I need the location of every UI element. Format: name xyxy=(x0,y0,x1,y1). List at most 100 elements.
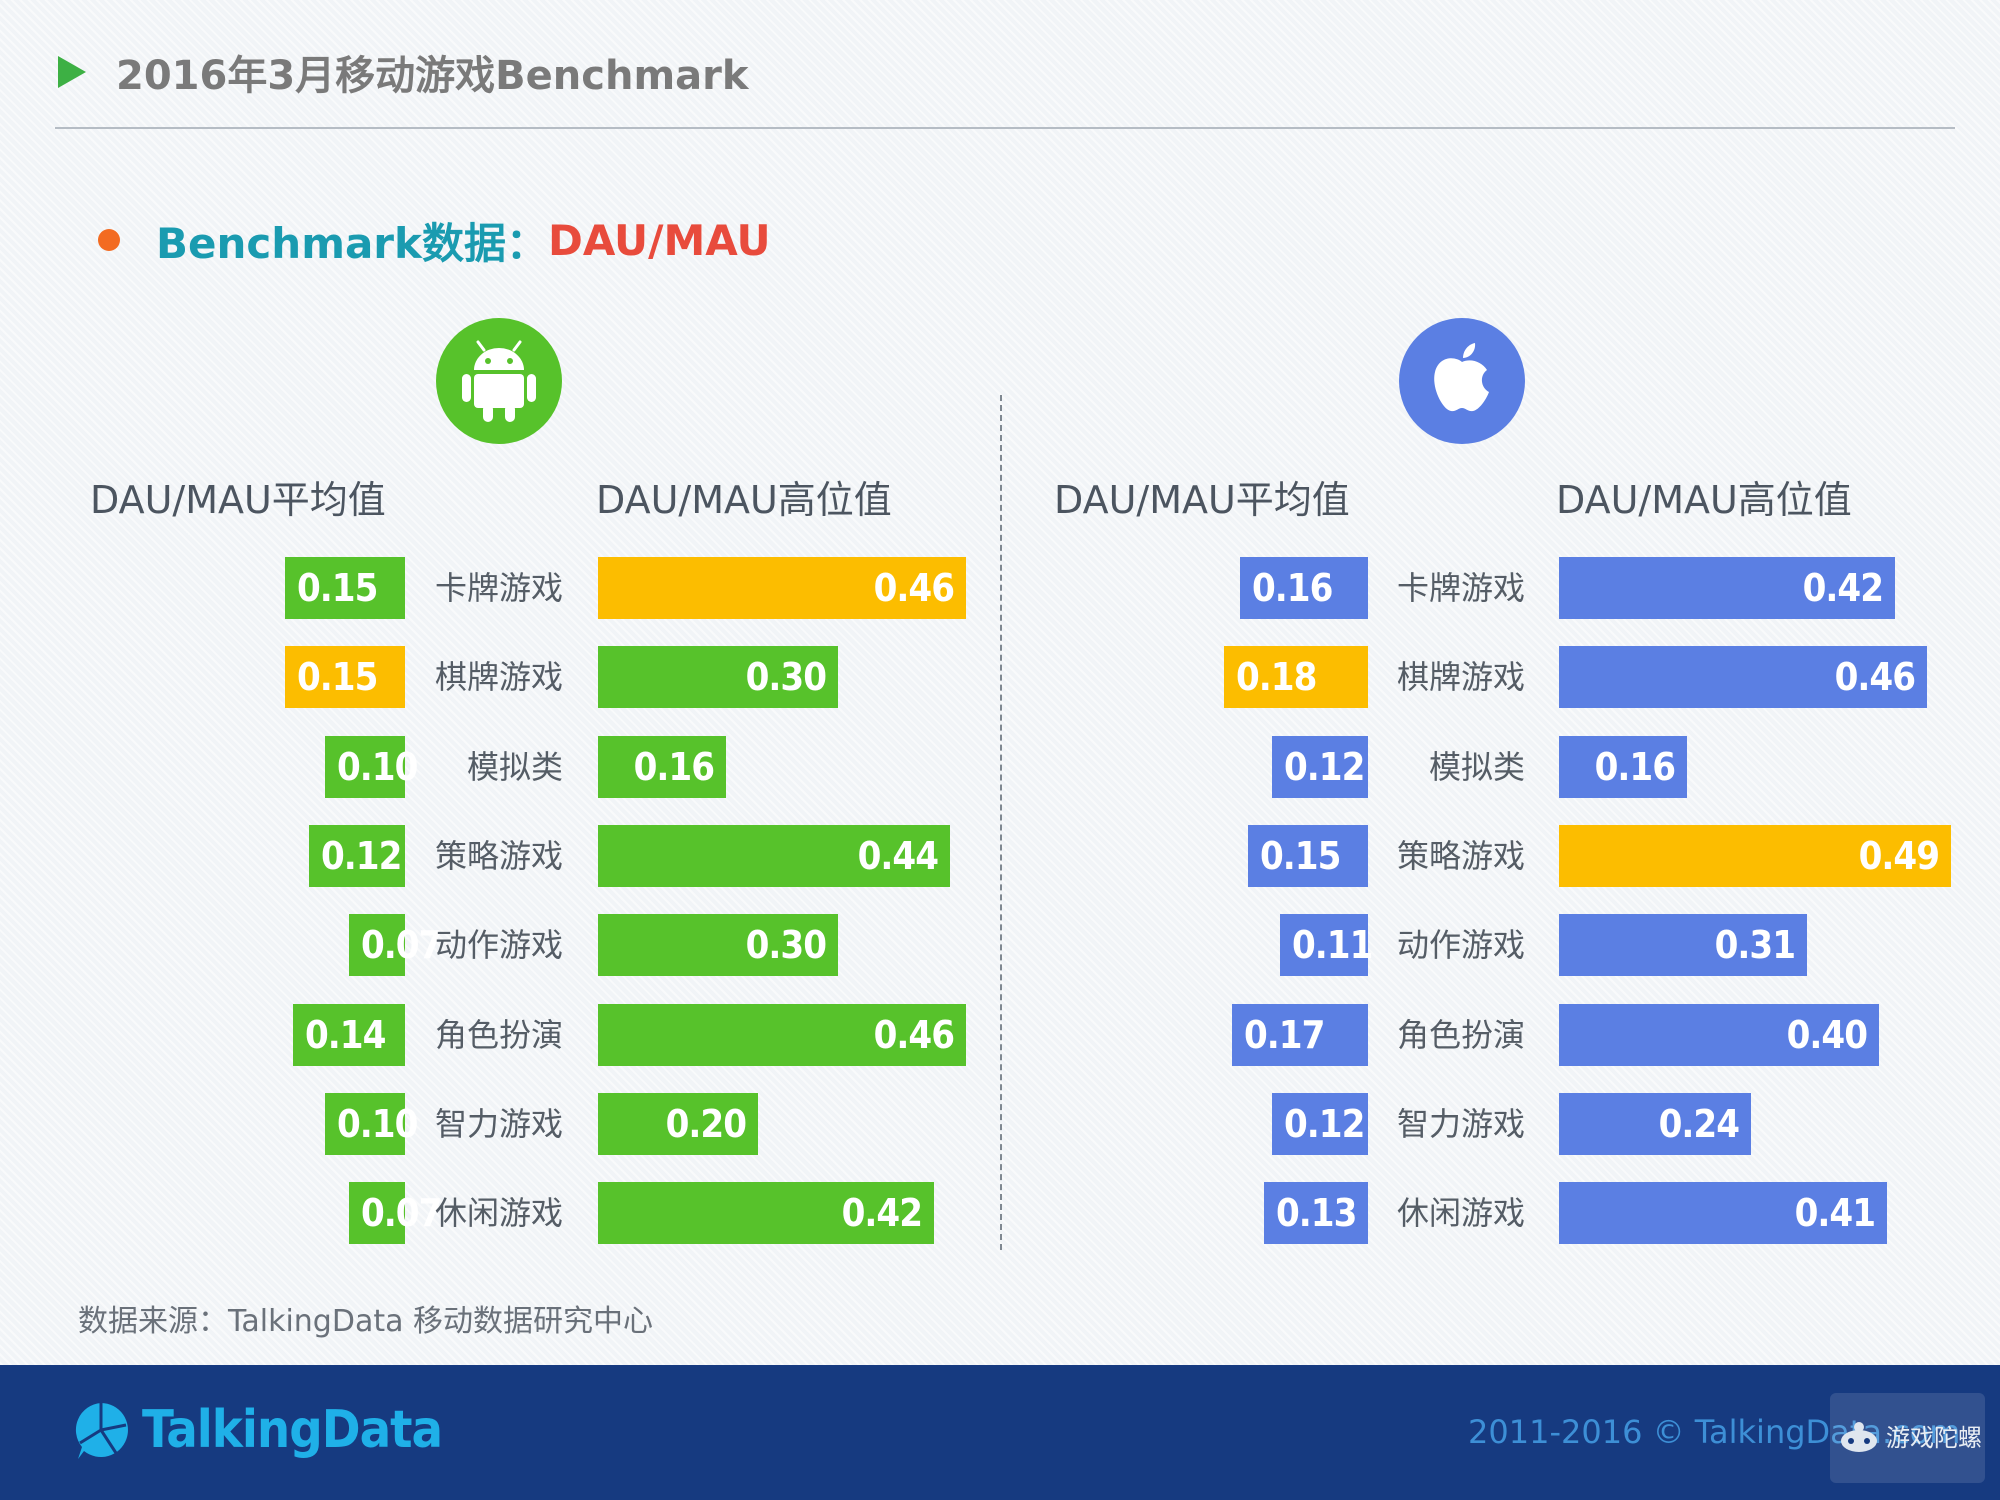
ios-avg-bar xyxy=(1272,1093,1368,1155)
android-high-bar xyxy=(598,1004,966,1066)
footer-bar: TalkingData 2011-2016 © TalkingData.com … xyxy=(0,1365,2000,1500)
title-row: 2016年3月移动游戏Benchmark xyxy=(58,42,748,102)
android-category-label: 智力游戏 xyxy=(434,1105,563,1143)
ios-avg-bar xyxy=(1240,557,1368,619)
android-avg-bar xyxy=(293,1004,405,1066)
watermark-text: 游戏陀螺 xyxy=(1886,1424,1982,1452)
ios-high-bar xyxy=(1559,557,1895,619)
android-high-value: 0.30 xyxy=(745,655,827,699)
ios-category-label: 休闲游戏 xyxy=(1396,1194,1525,1232)
android-high-value: 0.30 xyxy=(745,923,827,967)
android-avg-value: 0.07 xyxy=(361,923,442,967)
android-avg-value: 0.15 xyxy=(297,655,378,699)
android-high-value: 0.46 xyxy=(873,566,955,610)
ios-avg-value: 0.17 xyxy=(1244,1013,1325,1057)
page-title: 2016年3月移动游戏Benchmark xyxy=(116,53,749,99)
ios-category-label: 棋牌游戏 xyxy=(1396,658,1525,696)
ios-high-value: 0.41 xyxy=(1794,1191,1876,1235)
ios-category-label: 智力游戏 xyxy=(1396,1105,1525,1143)
source-note: 数据来源：TalkingData 移动数据研究中心 xyxy=(78,1304,654,1339)
android-category-label: 卡牌游戏 xyxy=(434,569,563,607)
android-high-value: 0.42 xyxy=(841,1191,923,1235)
ios-high-value: 0.16 xyxy=(1594,745,1676,789)
title-divider xyxy=(55,127,1955,129)
android-avg-bar xyxy=(349,914,405,976)
ios-high-bar xyxy=(1559,736,1687,798)
platform-divider xyxy=(1000,395,1002,1250)
android-avg-bar xyxy=(325,1093,405,1155)
android-avg-value: 0.12 xyxy=(321,834,402,878)
android-category-label: 角色扮演 xyxy=(434,1016,563,1054)
android-high-value: 0.44 xyxy=(857,834,939,878)
play-triangle-icon xyxy=(58,56,86,88)
android-avg-value: 0.14 xyxy=(305,1013,386,1057)
subtitle-highlight: DAU/MAU xyxy=(547,215,771,265)
android-avg-bar xyxy=(325,736,405,798)
ios-avg-bar xyxy=(1272,736,1368,798)
ios-high-value: 0.24 xyxy=(1658,1102,1740,1146)
android-avg-bar xyxy=(285,557,405,619)
android-category-label: 策略游戏 xyxy=(434,837,563,875)
ios-high-bar xyxy=(1559,646,1927,708)
android-avg-bar xyxy=(349,1182,405,1244)
android-high-bar xyxy=(598,557,966,619)
android-avg-value: 0.07 xyxy=(361,1191,442,1235)
ios-avg-bar xyxy=(1264,1182,1368,1244)
android-high-value: 0.16 xyxy=(633,745,715,789)
android-avg-value: 0.15 xyxy=(297,566,378,610)
ios-high-bar xyxy=(1559,825,1951,887)
ios-high-value: 0.49 xyxy=(1858,834,1940,878)
android-high-bar xyxy=(598,1182,934,1244)
ios-high-header: DAU/MAU高位值 xyxy=(1556,478,1852,522)
speech-bubble-pie-icon xyxy=(75,1403,128,1459)
ios-category-label: 模拟类 xyxy=(1428,748,1525,786)
subtitle-prefix: Benchmark数据： xyxy=(156,218,548,268)
ios-avg-header: DAU/MAU平均值 xyxy=(1054,478,1350,522)
ios-avg-bar xyxy=(1232,1004,1368,1066)
android-avg-value: 0.10 xyxy=(337,745,418,789)
android-avg-value: 0.10 xyxy=(337,1102,418,1146)
ios-high-bar xyxy=(1559,1093,1751,1155)
ios-high-value: 0.42 xyxy=(1802,566,1884,610)
android-avg-bar xyxy=(309,825,405,887)
ios-category-label: 策略游戏 xyxy=(1396,837,1525,875)
android-high-bar xyxy=(598,1093,758,1155)
ios-avg-value: 0.16 xyxy=(1252,566,1333,610)
android-high-bar xyxy=(598,646,838,708)
copyright-text: 2011-2016 © TalkingData.com xyxy=(1468,1413,1961,1451)
android-category-label: 棋牌游戏 xyxy=(434,658,563,696)
ios-high-bar xyxy=(1559,1182,1887,1244)
android-icon xyxy=(436,318,562,444)
ios-high-value: 0.46 xyxy=(1834,655,1916,699)
ios-high-value: 0.40 xyxy=(1786,1013,1868,1057)
watermark: 游戏陀螺 xyxy=(1830,1393,1985,1483)
android-category-label: 模拟类 xyxy=(466,748,563,786)
gamepad-icon xyxy=(1841,1422,1877,1452)
android-high-header: DAU/MAU高位值 xyxy=(596,478,892,522)
subtitle-row: Benchmark数据： DAU/MAU xyxy=(98,212,771,268)
ios-category-label: 动作游戏 xyxy=(1396,926,1525,964)
talkingdata-logo: TalkingData xyxy=(70,1395,443,1465)
android-avg-header: DAU/MAU平均值 xyxy=(90,478,386,522)
ios-avg-value: 0.12 xyxy=(1284,745,1365,789)
android-category-label: 动作游戏 xyxy=(434,926,563,964)
ios-avg-value: 0.15 xyxy=(1260,834,1341,878)
ios-avg-value: 0.12 xyxy=(1284,1102,1365,1146)
bullet-dot-icon xyxy=(98,229,120,251)
ios-high-bar xyxy=(1559,914,1807,976)
android-high-bar xyxy=(598,825,950,887)
android-category-label: 休闲游戏 xyxy=(434,1194,563,1232)
ios-high-bar xyxy=(1559,1004,1879,1066)
ios-avg-bar xyxy=(1248,825,1368,887)
android-high-bar xyxy=(598,914,838,976)
ios-category-label: 角色扮演 xyxy=(1396,1016,1525,1054)
android-high-value: 0.20 xyxy=(665,1102,747,1146)
brand-name: TalkingData xyxy=(142,1400,443,1460)
ios-avg-value: 0.11 xyxy=(1292,923,1373,967)
ios-avg-value: 0.13 xyxy=(1276,1191,1357,1235)
android-high-bar xyxy=(598,736,726,798)
apple-icon xyxy=(1399,318,1525,444)
android-avg-bar xyxy=(285,646,405,708)
ios-category-label: 卡牌游戏 xyxy=(1396,569,1525,607)
ios-avg-bar xyxy=(1280,914,1368,976)
